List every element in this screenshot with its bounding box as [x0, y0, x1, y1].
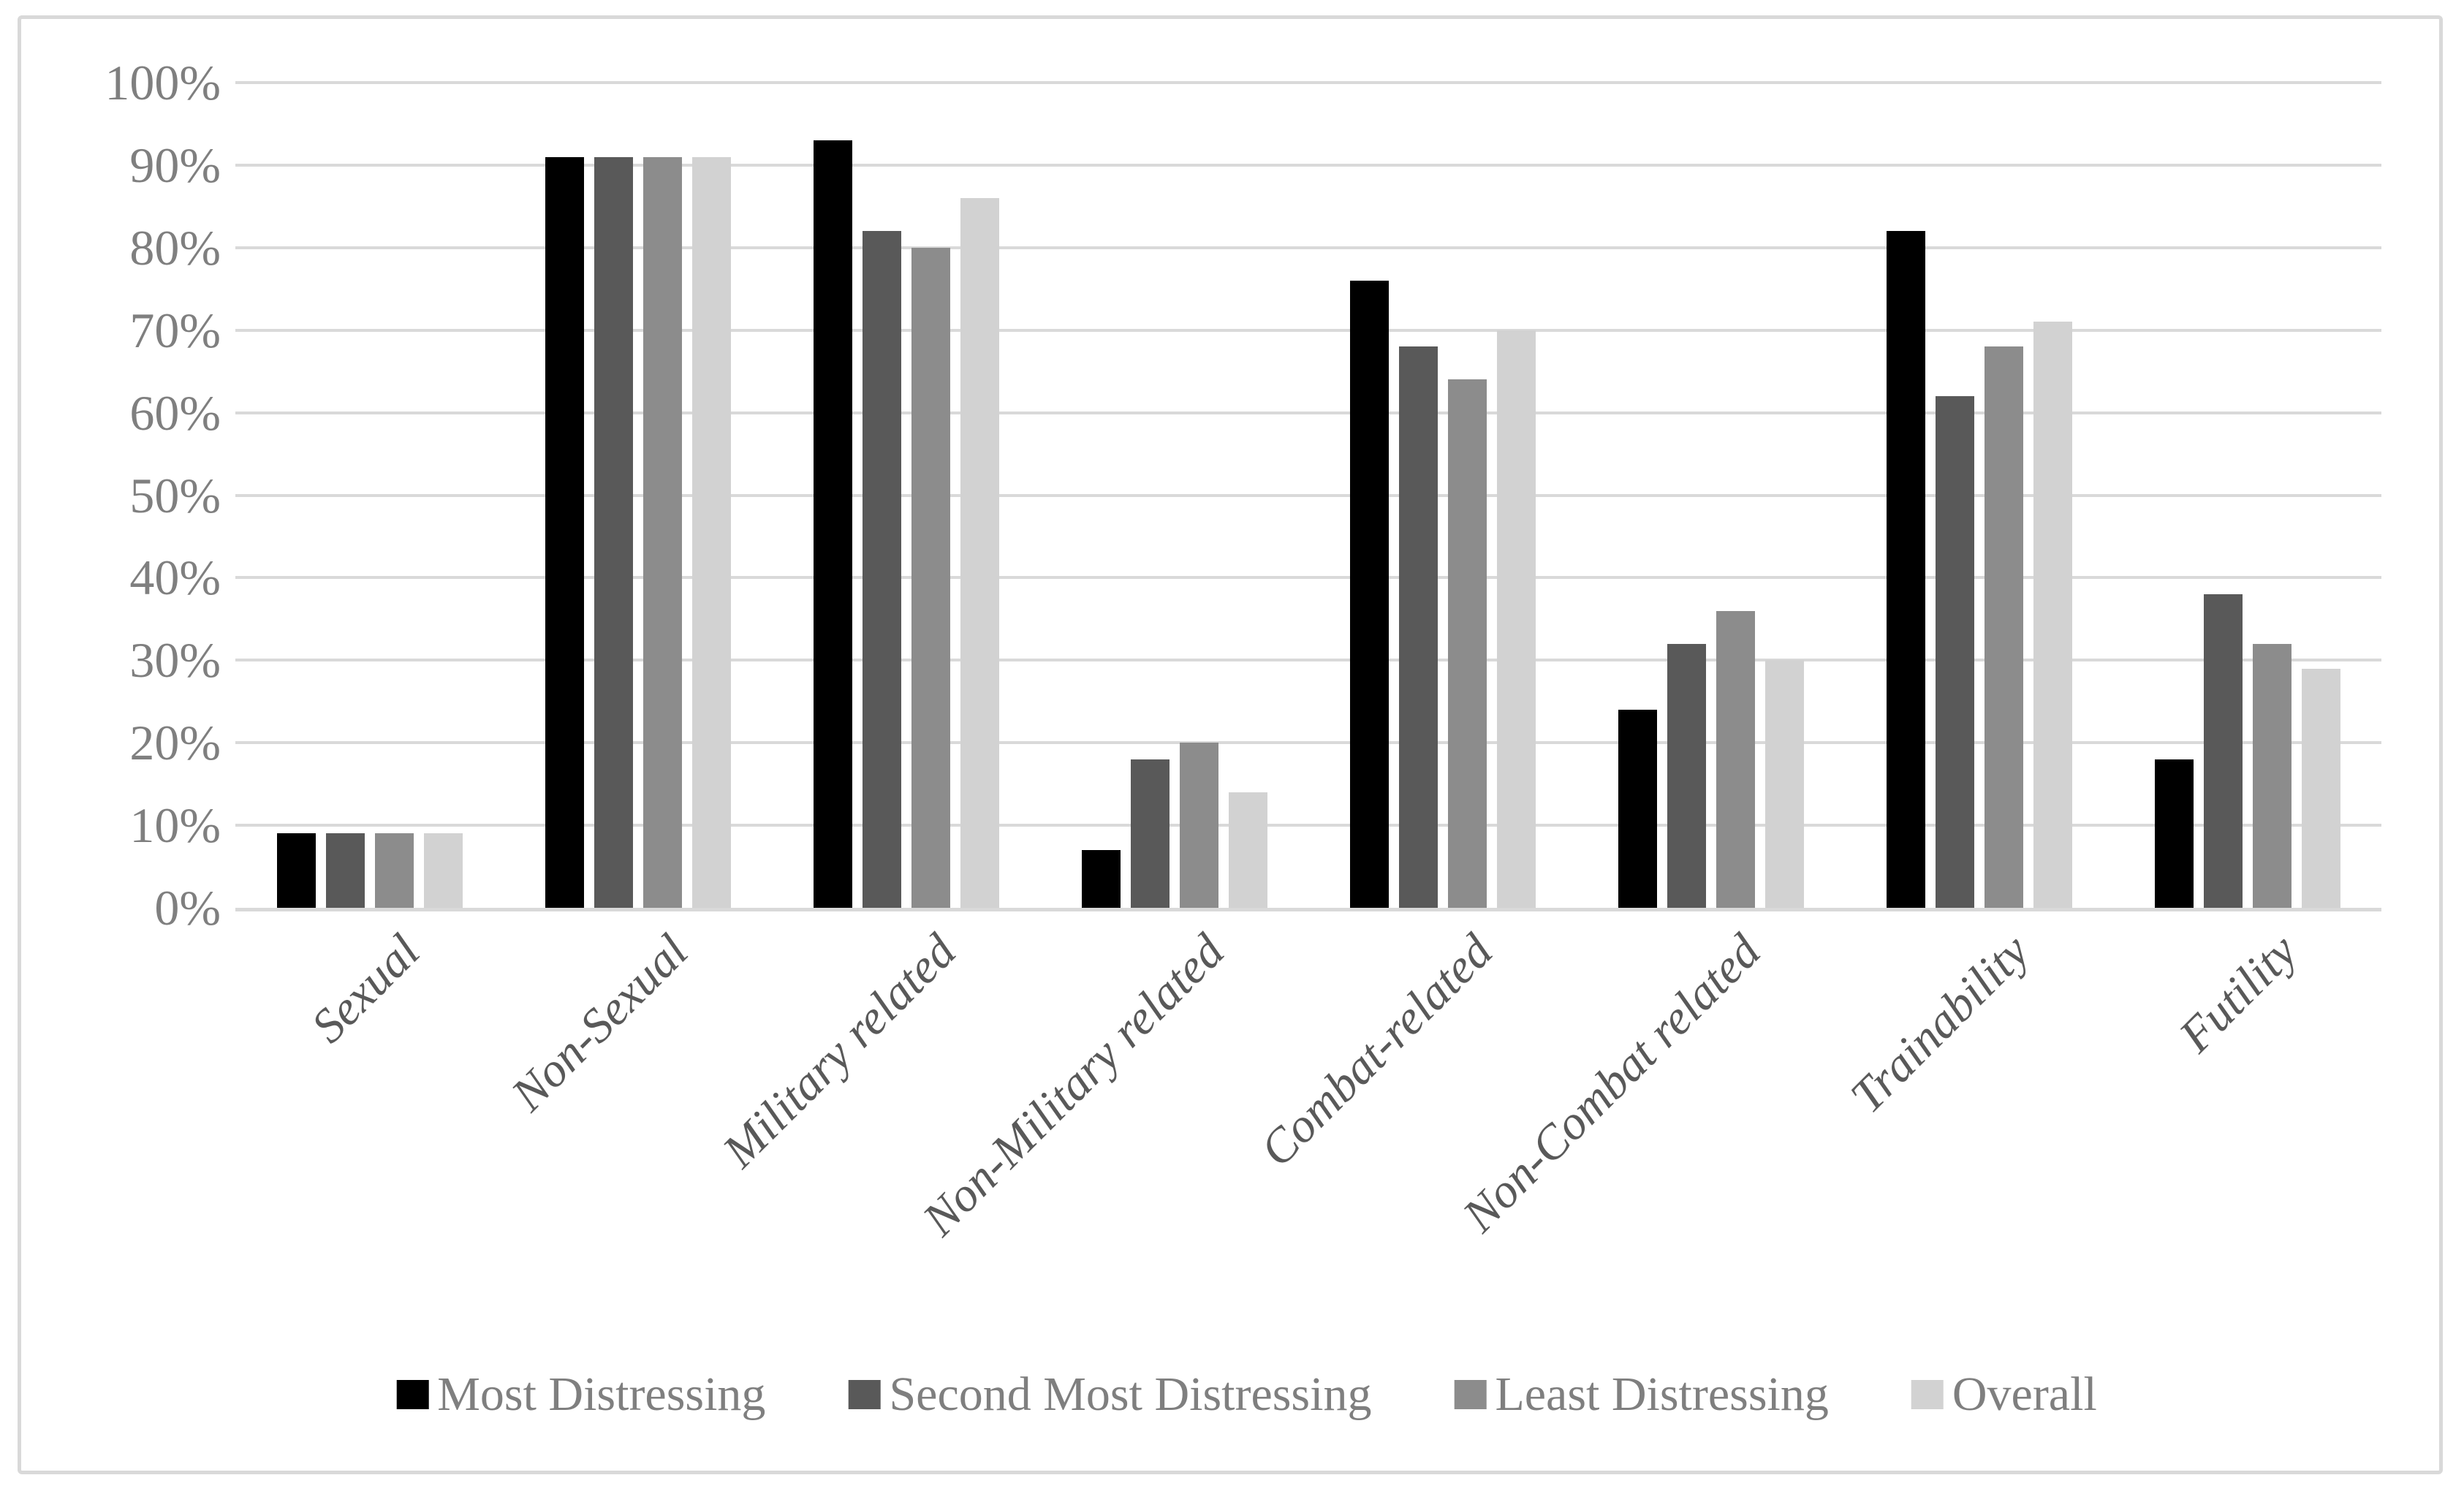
gridline-70: [235, 328, 2381, 332]
legend-label-least-distressing: Least Distressing: [1495, 1368, 1829, 1421]
gridline-50: [235, 493, 2381, 497]
gridline-90: [235, 163, 2381, 167]
bar-second-most-distressing-military-related: [862, 231, 901, 908]
gridline-80: [235, 246, 2381, 249]
legend-label-overall: Overall: [1952, 1368, 2097, 1421]
legend-swatch-least-distressing: [1454, 1380, 1487, 1409]
legend-item-overall: Overall: [1911, 1365, 2097, 1424]
legend-item-most-distressing: Most Distressing: [396, 1365, 765, 1424]
bar-least-distressing-non-military-related: [1179, 743, 1218, 908]
y-axis-tick-label-80: 80%: [129, 219, 221, 276]
y-axis-tick-label-50: 50%: [129, 467, 221, 523]
bar-most-distressing-non-combat-related: [1618, 710, 1657, 908]
bar-least-distressing-futility: [2252, 643, 2291, 908]
chart-outer-border: [18, 15, 2443, 1474]
gridline-100: [235, 81, 2381, 84]
bar-most-distressing-non-sexual: [545, 156, 584, 908]
legend-item-least-distressing: Least Distressing: [1454, 1365, 1829, 1424]
y-axis-tick-label-40: 40%: [129, 550, 221, 606]
gridline-30: [235, 659, 2381, 662]
gridline-60: [235, 411, 2381, 414]
bar-overall-futility: [2301, 668, 2340, 908]
bar-most-distressing-futility: [2154, 759, 2194, 908]
y-axis-tick-label-100: 100%: [105, 55, 221, 110]
legend-swatch-overall: [1911, 1380, 1944, 1409]
legend-swatch-most-distressing: [396, 1380, 429, 1409]
bar-second-most-distressing-non-military-related: [1130, 759, 1170, 908]
y-axis-tick-label-20: 20%: [129, 715, 221, 771]
legend-label-second-most-distressing: Second Most Distressing: [889, 1368, 1372, 1421]
bar-overall-non-sexual: [691, 156, 731, 908]
y-axis-tick-label-10: 10%: [129, 797, 221, 854]
bar-least-distressing-combat-related: [1447, 379, 1487, 908]
bar-least-distressing-non-combat-related: [1716, 610, 1755, 908]
legend-swatch-second-most-distressing: [848, 1380, 881, 1409]
bar-overall-military-related: [960, 198, 999, 908]
bar-second-most-distressing-sexual: [325, 833, 365, 908]
bar-overall-non-military-related: [1228, 792, 1267, 908]
bar-least-distressing-trainability: [1984, 346, 2023, 908]
bar-overall-sexual: [423, 833, 463, 908]
bar-most-distressing-combat-related: [1349, 280, 1389, 908]
gridline-40: [235, 576, 2381, 580]
y-axis-tick-label-0: 0%: [154, 880, 221, 936]
bar-least-distressing-sexual: [374, 833, 414, 908]
bar-second-most-distressing-non-combat-related: [1667, 643, 1706, 908]
bar-most-distressing-military-related: [813, 140, 852, 908]
y-axis-tick-label-90: 90%: [129, 137, 221, 193]
y-axis-tick-label-60: 60%: [129, 384, 221, 441]
legend-item-second-most-distressing: Second Most Distressing: [848, 1365, 1371, 1424]
y-axis-tick-label-30: 30%: [129, 632, 221, 689]
bar-least-distressing-military-related: [911, 247, 950, 908]
x-axis-line: [235, 908, 2381, 911]
bar-most-distressing-non-military-related: [1081, 849, 1121, 908]
chart-legend: Most Distressing Second Most Distressing L…: [396, 1365, 2097, 1424]
bar-overall-non-combat-related: [1764, 660, 1804, 908]
y-axis-tick-label-70: 70%: [129, 302, 221, 358]
bar-overall-combat-related: [1496, 330, 1536, 908]
bar-second-most-distressing-combat-related: [1398, 346, 1438, 908]
legend-label-most-distressing: Most Distressing: [437, 1368, 766, 1421]
bar-second-most-distressing-futility: [2203, 594, 2243, 908]
gridline-10: [235, 824, 2381, 827]
bar-second-most-distressing-trainability: [1935, 396, 1974, 908]
bar-most-distressing-trainability: [1886, 231, 1925, 908]
bar-second-most-distressing-non-sexual: [594, 156, 633, 908]
bar-overall-trainability: [2033, 322, 2072, 908]
bar-most-distressing-sexual: [276, 833, 316, 908]
bar-least-distressing-non-sexual: [642, 156, 682, 908]
gridline-20: [235, 741, 2381, 745]
